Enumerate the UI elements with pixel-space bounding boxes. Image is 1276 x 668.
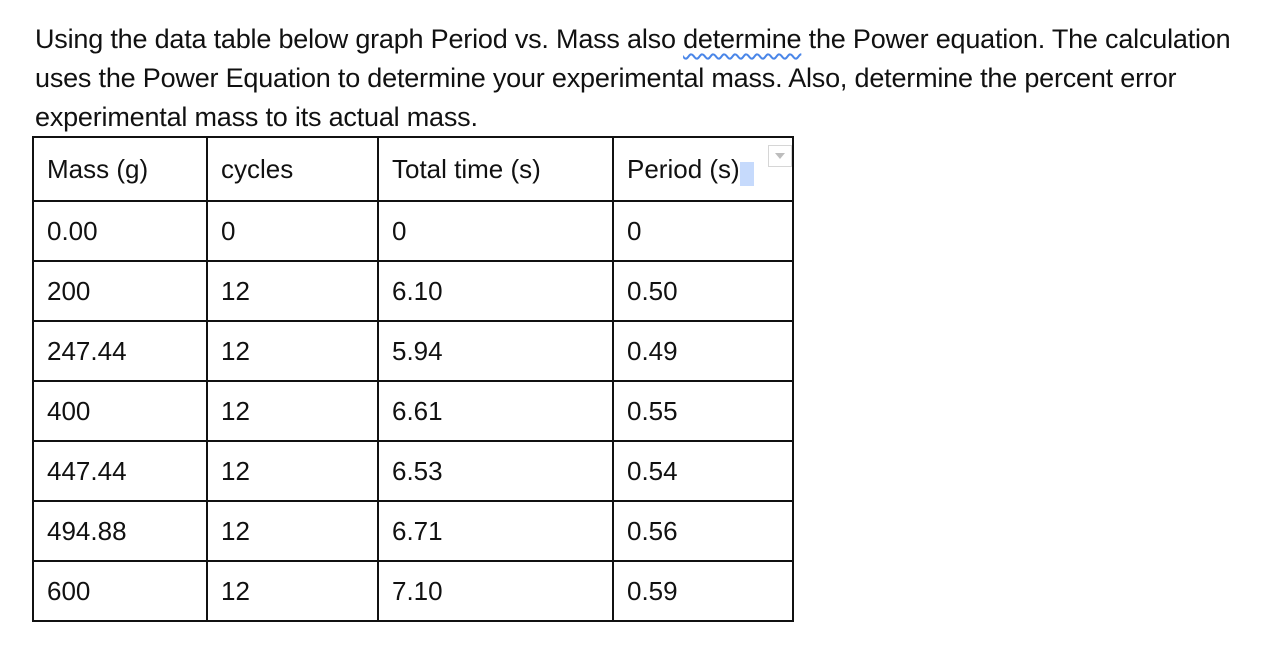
table-row: 247.44 12 5.94 0.49 bbox=[32, 320, 794, 382]
cell-mass[interactable]: 400 bbox=[32, 380, 208, 442]
header-total-time[interactable]: Total time (s) bbox=[377, 136, 614, 202]
cell-period[interactable]: 0.50 bbox=[612, 260, 794, 322]
cell-total-time[interactable]: 5.94 bbox=[377, 320, 614, 382]
cell-total-time[interactable]: 6.10 bbox=[377, 260, 614, 322]
cell-period[interactable]: 0.55 bbox=[612, 380, 794, 442]
header-period-cell[interactable]: Period (s) bbox=[612, 136, 794, 202]
cell-mass[interactable]: 247.44 bbox=[32, 320, 208, 382]
cell-mass[interactable]: 447.44 bbox=[32, 440, 208, 502]
header-period: Period (s) bbox=[627, 153, 740, 184]
cell-mass[interactable]: 200 bbox=[32, 260, 208, 322]
cell-cycles[interactable]: 12 bbox=[206, 560, 379, 622]
header-cycles[interactable]: cycles bbox=[206, 136, 379, 202]
data-table: Mass (g) cycles Total time (s) Period (s… bbox=[32, 136, 794, 622]
cell-period[interactable]: 0.59 bbox=[612, 560, 794, 622]
table-row: 400 12 6.61 0.55 bbox=[32, 380, 794, 442]
table-header-row: Mass (g) cycles Total time (s) Period (s… bbox=[32, 136, 794, 202]
header-mass[interactable]: Mass (g) bbox=[32, 136, 208, 202]
table-row: 600 12 7.10 0.59 bbox=[32, 560, 794, 622]
table-row: 0.00 0 0 0 bbox=[32, 200, 794, 262]
table-row: 447.44 12 6.53 0.54 bbox=[32, 440, 794, 502]
cell-cycles[interactable]: 12 bbox=[206, 260, 379, 322]
cell-total-time[interactable]: 0 bbox=[377, 200, 614, 262]
question-prompt: Using the data table below graph Period … bbox=[35, 20, 1265, 137]
cell-period[interactable]: 0.56 bbox=[612, 500, 794, 562]
cell-cycles[interactable]: 12 bbox=[206, 320, 379, 382]
cell-cycles[interactable]: 12 bbox=[206, 440, 379, 502]
cell-mass[interactable]: 494.88 bbox=[32, 500, 208, 562]
cell-period[interactable]: 0 bbox=[612, 200, 794, 262]
prompt-text-end: the Power equation. The calculation uses… bbox=[35, 24, 1231, 132]
cell-cycles[interactable]: 0 bbox=[206, 200, 379, 262]
prompt-text-start: Using the data table below graph Period … bbox=[35, 24, 684, 54]
text-selection-highlight bbox=[739, 161, 754, 186]
cell-period[interactable]: 0.49 bbox=[612, 320, 794, 382]
cell-total-time[interactable]: 6.71 bbox=[377, 500, 614, 562]
cell-cycles[interactable]: 12 bbox=[206, 380, 379, 442]
cell-total-time[interactable]: 6.61 bbox=[377, 380, 614, 442]
table-row: 494.88 12 6.71 0.56 bbox=[32, 500, 794, 562]
cell-cycles[interactable]: 12 bbox=[206, 500, 379, 562]
table-row: 200 12 6.10 0.50 bbox=[32, 260, 794, 322]
spellcheck-flagged-word[interactable]: determine bbox=[683, 24, 802, 54]
cell-mass[interactable]: 600 bbox=[32, 560, 208, 622]
cell-mass[interactable]: 0.00 bbox=[32, 200, 208, 262]
chevron-down-icon[interactable] bbox=[768, 145, 792, 167]
cell-total-time[interactable]: 7.10 bbox=[377, 560, 614, 622]
cell-total-time[interactable]: 6.53 bbox=[377, 440, 614, 502]
cell-period[interactable]: 0.54 bbox=[612, 440, 794, 502]
